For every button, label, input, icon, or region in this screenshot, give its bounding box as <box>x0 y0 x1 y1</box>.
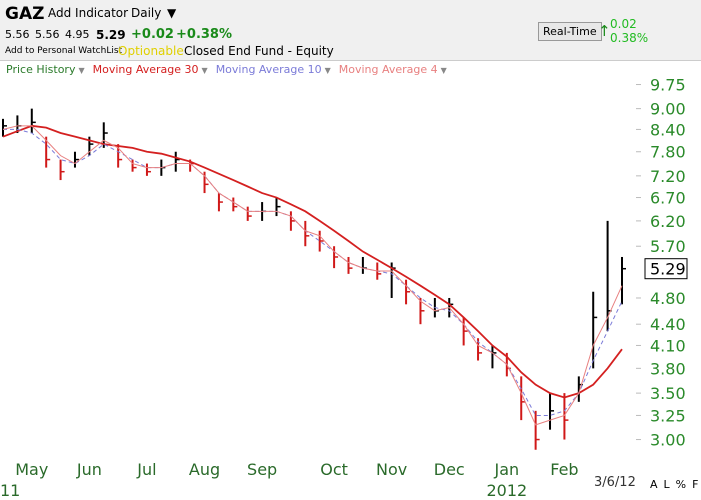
period[interactable]: Daily <box>131 6 162 20</box>
y-tick-label: 6.70 <box>650 189 686 208</box>
x-tick-label: Dec <box>434 460 465 479</box>
year-label: 2012 <box>486 481 527 500</box>
end-date: 3/6/12 <box>594 475 636 490</box>
footer-button[interactable]: A <box>650 478 658 491</box>
y-tick-label: 8.40 <box>650 120 686 139</box>
change: +0.02 <box>131 27 174 42</box>
quote-high: 5.56 <box>35 28 60 41</box>
y-tick-label: 7.80 <box>650 143 686 162</box>
last-price-label: 5.29 <box>650 260 686 279</box>
moving-average <box>3 128 623 416</box>
moving-average <box>2 124 623 399</box>
quote-low: 4.95 <box>65 28 90 41</box>
period-dropdown[interactable]: ▼ <box>167 6 177 20</box>
quote-last: 5.29 <box>96 28 126 42</box>
x-tick-label: Jun <box>76 460 102 479</box>
last-price-box <box>644 258 688 280</box>
change-pct: +0.38% <box>176 27 232 42</box>
y-tick-label: 3.50 <box>650 384 686 403</box>
legend: Price History ▼ Moving Average 30 ▼ Moving A… <box>6 63 455 76</box>
legend-item[interactable]: Moving Average 10 <box>215 63 322 76</box>
y-tick-label: 9.75 <box>650 76 686 95</box>
y-tick-label: 4.80 <box>650 289 686 308</box>
quote-open: 5.56 <box>5 28 30 41</box>
y-tick-label: 9.00 <box>650 100 686 119</box>
footer-button[interactable]: % <box>675 478 687 491</box>
legend-item[interactable]: Moving Average 4 <box>338 63 438 76</box>
y-tick-label: 6.20 <box>650 212 686 231</box>
rt-change: 0.02 <box>610 17 637 31</box>
x-tick-label: Nov <box>376 460 407 479</box>
up-arrow: ↑ <box>598 22 611 40</box>
rt-change-pct: 0.38% <box>610 31 649 45</box>
footer-button[interactable]: L <box>663 478 670 491</box>
moving-average <box>2 125 623 426</box>
x-tick-label: Sep <box>247 460 277 479</box>
watchlist-link[interactable]: Add to Personal WatchList <box>5 46 123 56</box>
legend-dropdown[interactable]: ▼ <box>201 66 208 75</box>
x-tick-label: Aug <box>189 460 220 479</box>
fund-type: Closed End Fund - Equity <box>184 44 334 58</box>
x-tick-label: Feb <box>550 460 578 479</box>
legend-dropdown[interactable]: ▼ <box>324 66 331 75</box>
legend-dropdown[interactable]: ▼ <box>78 66 85 75</box>
legend-dropdown[interactable]: ▼ <box>440 66 447 75</box>
footer-button[interactable]: F <box>692 478 699 491</box>
y-tick-label: 7.20 <box>650 167 686 186</box>
y-tick-label: 4.40 <box>650 315 686 334</box>
x-tick-label: Jul <box>136 460 156 479</box>
y-tick-label: 4.10 <box>650 336 686 355</box>
x-tick-label: Jan <box>494 460 520 479</box>
symbol[interactable]: GAZ <box>5 4 45 24</box>
realtime-button[interactable]: Real-Time <box>538 22 602 41</box>
x-tick-label: May <box>15 460 48 479</box>
legend-item[interactable]: Moving Average 30 <box>92 63 199 76</box>
footer-buttons: A L% F <box>650 478 701 491</box>
add-indicator[interactable]: Add Indicator <box>48 6 129 20</box>
legend-item[interactable]: Price History <box>6 63 76 76</box>
y-tick-label: 3.25 <box>650 406 686 425</box>
x-tick-label: Oct <box>320 460 348 479</box>
y-tick-label: 5.70 <box>650 237 686 256</box>
optionable: Optionable <box>118 44 184 58</box>
year-label: 11 <box>0 481 20 500</box>
y-tick-label: 3.80 <box>650 359 686 378</box>
y-tick-label: 3.00 <box>650 431 686 450</box>
